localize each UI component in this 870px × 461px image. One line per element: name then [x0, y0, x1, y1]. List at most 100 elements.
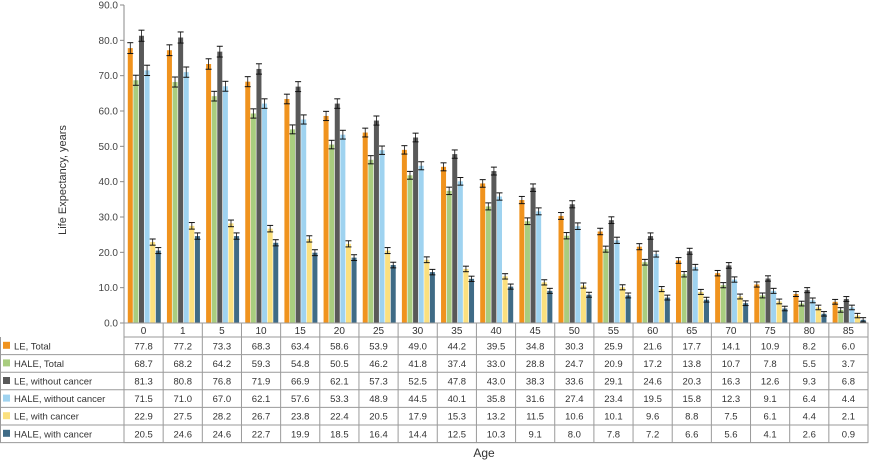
y-tick-label: 80.0 — [99, 36, 119, 47]
bar — [457, 181, 463, 323]
legend-swatch — [3, 377, 10, 384]
legend-label: LE, with cancer — [14, 412, 79, 423]
bar — [765, 278, 771, 323]
data-label: 62.1 — [252, 394, 271, 405]
data-label: 17.2 — [643, 359, 662, 370]
bar — [228, 223, 234, 323]
data-label: 24.6 — [173, 429, 192, 440]
data-label: 33.0 — [487, 359, 506, 370]
bar — [480, 183, 486, 323]
data-label: 73.3 — [213, 341, 232, 352]
data-label: 76.8 — [213, 377, 232, 388]
bar — [217, 51, 223, 323]
data-label: 39.5 — [487, 341, 506, 352]
data-label: 19.9 — [291, 429, 310, 440]
data-label: 20.5 — [369, 412, 388, 423]
bar — [731, 279, 737, 323]
bar — [351, 257, 357, 323]
x-axis-label: Age — [473, 446, 495, 460]
data-label: 44.2 — [448, 341, 467, 352]
data-label: 47.8 — [448, 377, 467, 388]
data-label: 81.3 — [134, 377, 153, 388]
data-label: 3.7 — [842, 359, 855, 370]
data-label: 16.4 — [369, 429, 388, 440]
data-label: 49.0 — [408, 341, 427, 352]
bar — [234, 236, 240, 323]
bar — [586, 294, 592, 323]
x-tick-label: 45 — [530, 326, 542, 337]
x-tick-label: 75 — [765, 326, 777, 337]
bars-layer — [127, 29, 867, 324]
bar — [502, 276, 508, 323]
bar — [569, 204, 575, 323]
data-label: 43.0 — [487, 377, 506, 388]
data-label: 10.6 — [565, 412, 584, 423]
bar — [575, 226, 581, 323]
data-label: 77.8 — [134, 341, 153, 352]
x-tick-label: 50 — [569, 326, 581, 337]
data-label: 23.4 — [604, 394, 623, 405]
bar — [155, 250, 161, 323]
data-label: 26.7 — [252, 412, 271, 423]
bar — [463, 268, 469, 323]
bar — [262, 103, 268, 323]
data-label: 8.0 — [568, 429, 581, 440]
data-label: 46.2 — [369, 359, 388, 370]
bar — [446, 190, 452, 323]
legend-label: LE, without cancer — [14, 377, 92, 388]
bar — [743, 303, 749, 323]
data-label: 62.1 — [330, 377, 349, 388]
bar — [194, 236, 200, 323]
x-tick-label: 70 — [725, 326, 737, 337]
data-label: 12.5 — [448, 429, 467, 440]
bar — [323, 115, 329, 324]
data-label: 12.6 — [761, 377, 780, 388]
data-label: 10.1 — [604, 412, 623, 423]
data-label: 0.9 — [842, 429, 855, 440]
data-label: 31.6 — [526, 394, 545, 405]
data-label: 8.2 — [803, 341, 816, 352]
bar — [771, 290, 777, 323]
x-tick-label: 85 — [843, 326, 855, 337]
data-label: 68.3 — [252, 341, 271, 352]
bar — [720, 285, 726, 323]
x-tick-label: 80 — [804, 326, 816, 337]
data-label: 7.8 — [763, 359, 776, 370]
data-label: 7.5 — [724, 412, 737, 423]
bar — [659, 289, 665, 323]
data-label: 19.5 — [643, 394, 662, 405]
data-label: 6.6 — [685, 429, 698, 440]
bar — [687, 251, 693, 323]
bar — [150, 242, 156, 323]
bar — [301, 119, 307, 323]
data-label: 34.8 — [526, 341, 545, 352]
data-label: 24.6 — [643, 377, 662, 388]
bar — [692, 267, 698, 323]
x-tick-label: 25 — [373, 326, 385, 337]
bar — [541, 282, 547, 323]
y-axis-label: Life Expectancy, years — [57, 125, 69, 235]
bar — [536, 211, 542, 323]
bar — [698, 291, 704, 323]
bar — [810, 300, 816, 323]
bar — [429, 272, 435, 323]
bar — [441, 166, 447, 323]
y-tick-label: 50.0 — [99, 142, 119, 153]
y-tick-label: 10.0 — [99, 283, 119, 294]
data-label: 41.8 — [408, 359, 427, 370]
bar — [715, 273, 721, 323]
bar — [855, 315, 861, 323]
bar — [211, 96, 217, 323]
y-tick-label: 20.0 — [99, 248, 119, 259]
bar — [497, 196, 502, 323]
data-label: 13.8 — [683, 359, 702, 370]
y-tick-label: 30.0 — [99, 213, 119, 224]
x-tick-label: 20 — [334, 326, 346, 337]
bar — [172, 82, 178, 323]
data-label: 63.4 — [291, 341, 310, 352]
legend-label: LE, Total — [14, 341, 51, 352]
data-label: 4.4 — [803, 412, 816, 423]
data-label: 22.7 — [252, 429, 271, 440]
bar — [759, 295, 765, 323]
